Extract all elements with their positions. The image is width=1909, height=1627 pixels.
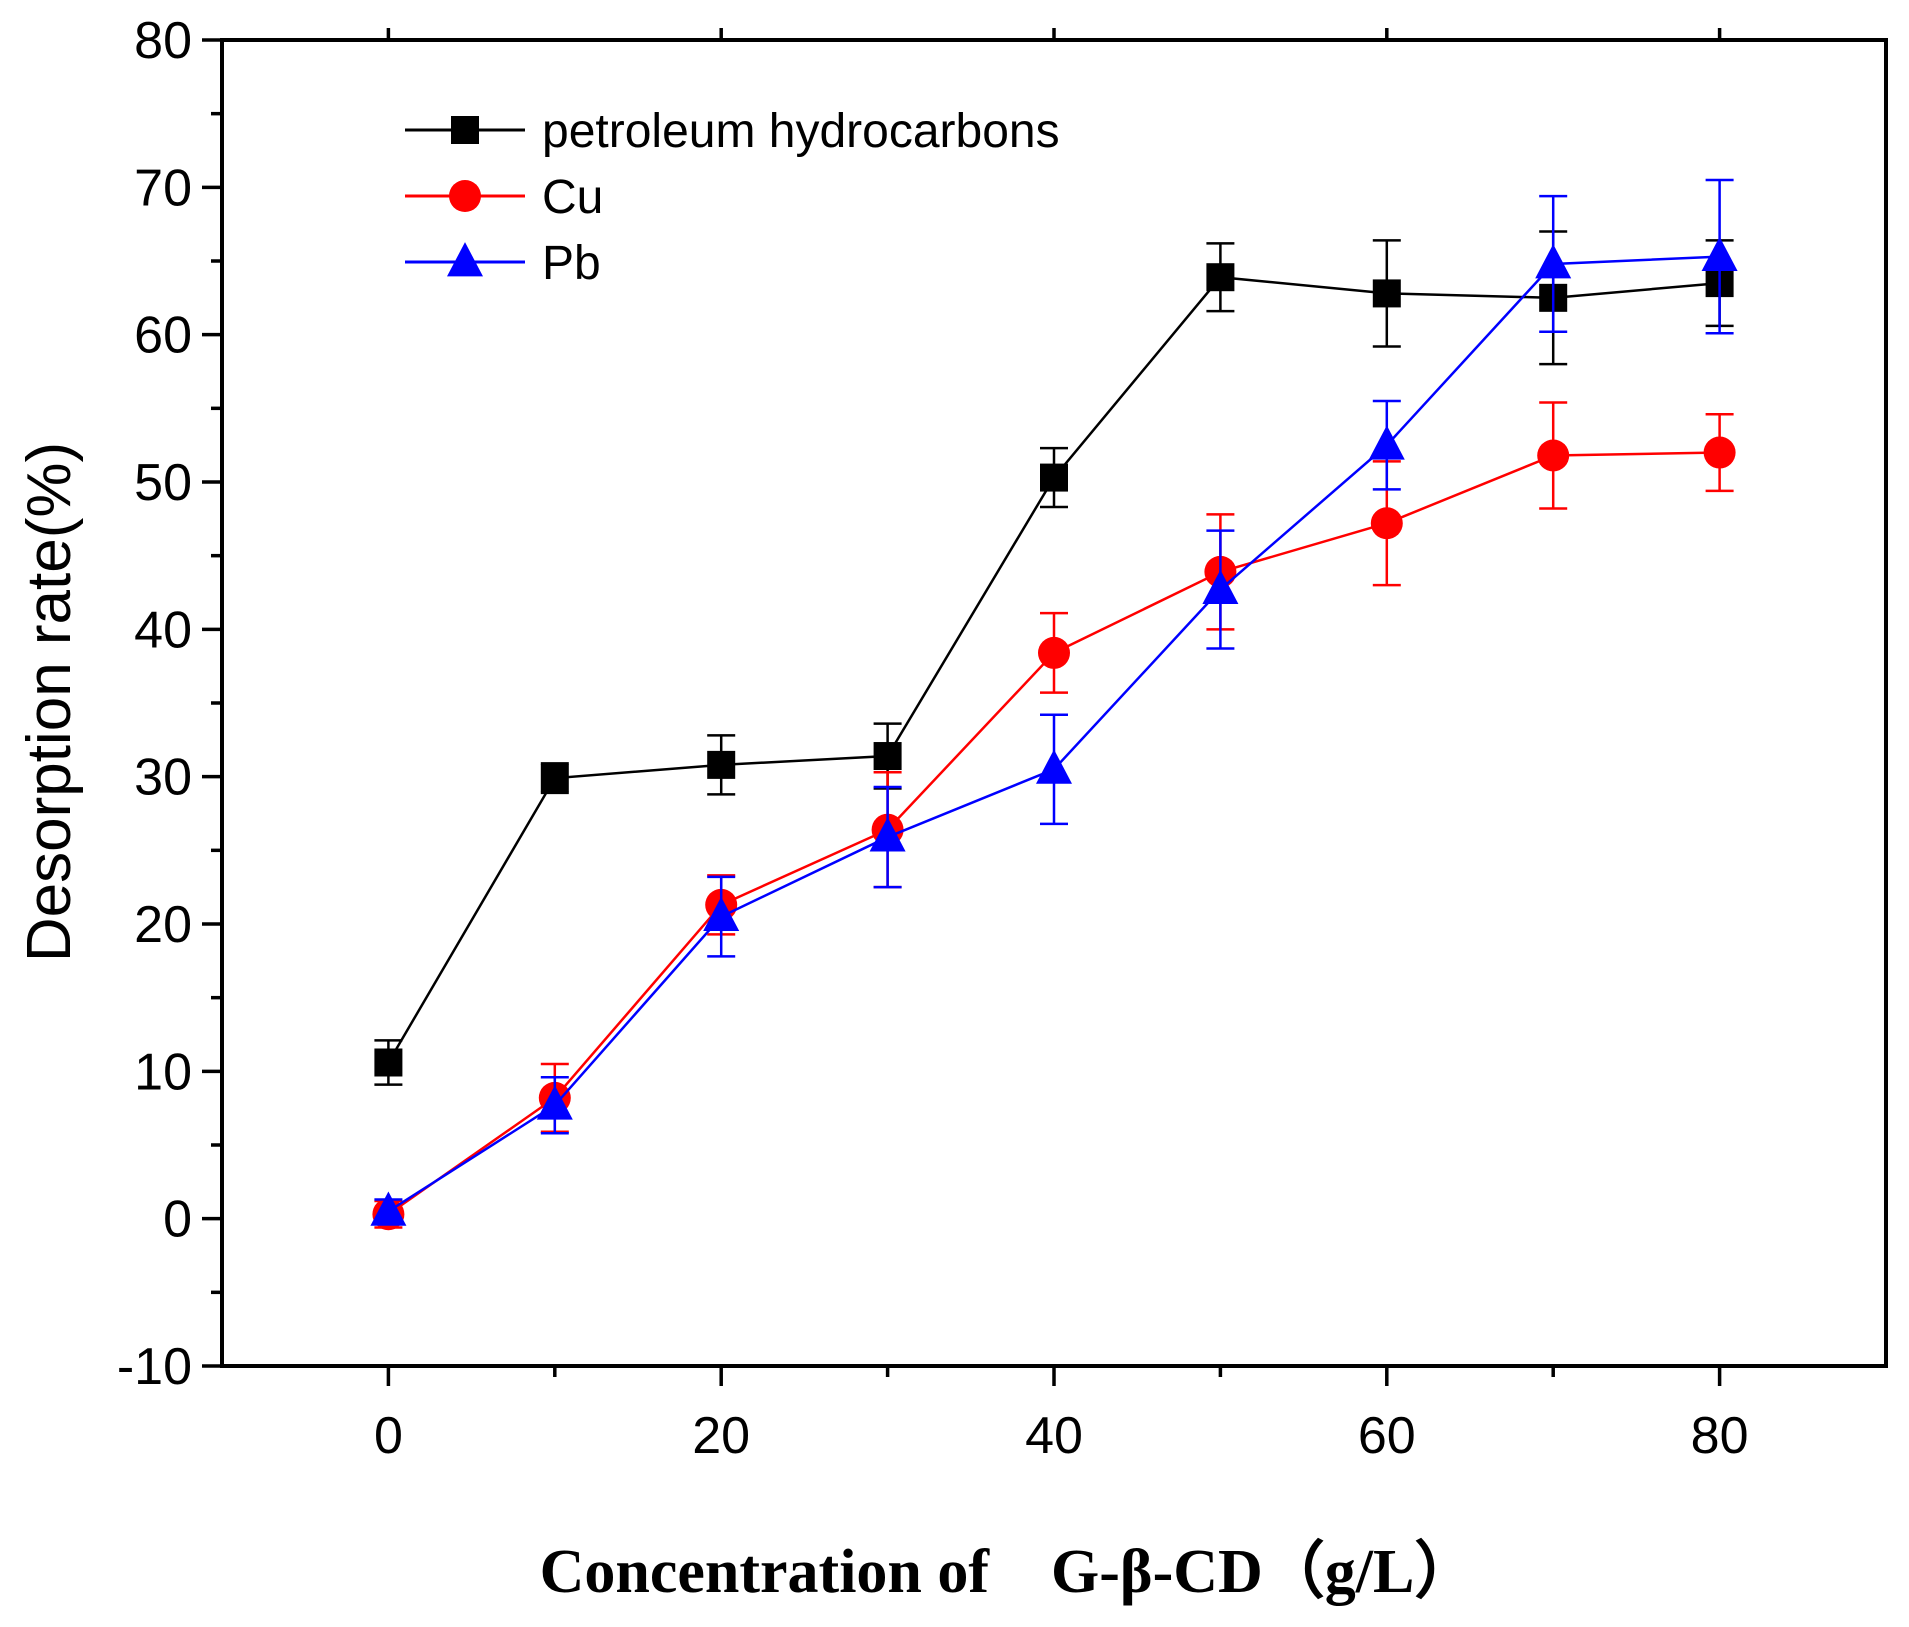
y-tick-label: 0 <box>163 1191 192 1249</box>
data-point-marker <box>540 764 569 793</box>
data-point-marker <box>1040 463 1068 492</box>
data-point-marker <box>374 1048 403 1077</box>
data-point-marker <box>1202 569 1239 604</box>
data-point-marker <box>1036 749 1072 784</box>
data-point-marker <box>1703 436 1736 469</box>
data-point-marker <box>447 242 483 277</box>
data-point-marker <box>1701 236 1738 271</box>
x-tick-label: 80 <box>1691 1407 1749 1465</box>
data-point-marker <box>451 116 479 144</box>
data-point-marker <box>873 742 902 771</box>
legend-item: Cu <box>405 171 603 224</box>
x-tick-label: 40 <box>1025 1407 1083 1465</box>
data-point-marker <box>1537 439 1570 472</box>
y-tick-label: 70 <box>134 159 192 217</box>
y-tick-label: 20 <box>134 896 192 954</box>
series-line <box>387 451 1720 1216</box>
plot-frame <box>220 38 1888 1368</box>
data-point-marker <box>1535 244 1572 279</box>
series-pb <box>370 178 1738 1226</box>
x-tick-label: 20 <box>692 1407 750 1465</box>
legend-label: Pb <box>542 237 601 290</box>
legend-item: petroleum hydrocarbons <box>405 105 1060 158</box>
data-point-marker <box>536 1085 573 1120</box>
data-point-marker <box>703 896 740 932</box>
data-point-marker <box>449 180 481 212</box>
y-tick-label: 80 <box>134 12 192 70</box>
legend-label: petroleum hydrocarbons <box>542 105 1060 158</box>
data-point-marker <box>869 817 906 852</box>
x-tick-label: 60 <box>1358 1407 1416 1465</box>
y-tick-label: 40 <box>134 601 192 659</box>
x-tick-label: 0 <box>374 1407 403 1465</box>
y-tick-label: -10 <box>117 1338 192 1396</box>
y-tick-label: 30 <box>134 749 192 807</box>
legend-label: Cu <box>542 171 603 224</box>
data-point-marker <box>1038 636 1070 669</box>
legend-item: Pb <box>405 237 601 290</box>
data-point-marker <box>1372 279 1401 308</box>
data-point-marker <box>707 750 736 779</box>
data-point-marker <box>1206 263 1235 292</box>
y-tick-label: 60 <box>134 307 192 365</box>
data-point-marker <box>370 1191 407 1226</box>
data-point-marker <box>1370 507 1403 540</box>
y-tick-label: 10 <box>134 1043 192 1101</box>
data-point-marker <box>1368 425 1405 460</box>
y-axis-label: Desorption rate(%) <box>15 442 84 962</box>
x-axis-label: Concentration of G-β-CD（g/L） <box>540 1536 1477 1606</box>
y-tick-label: 50 <box>134 454 192 512</box>
